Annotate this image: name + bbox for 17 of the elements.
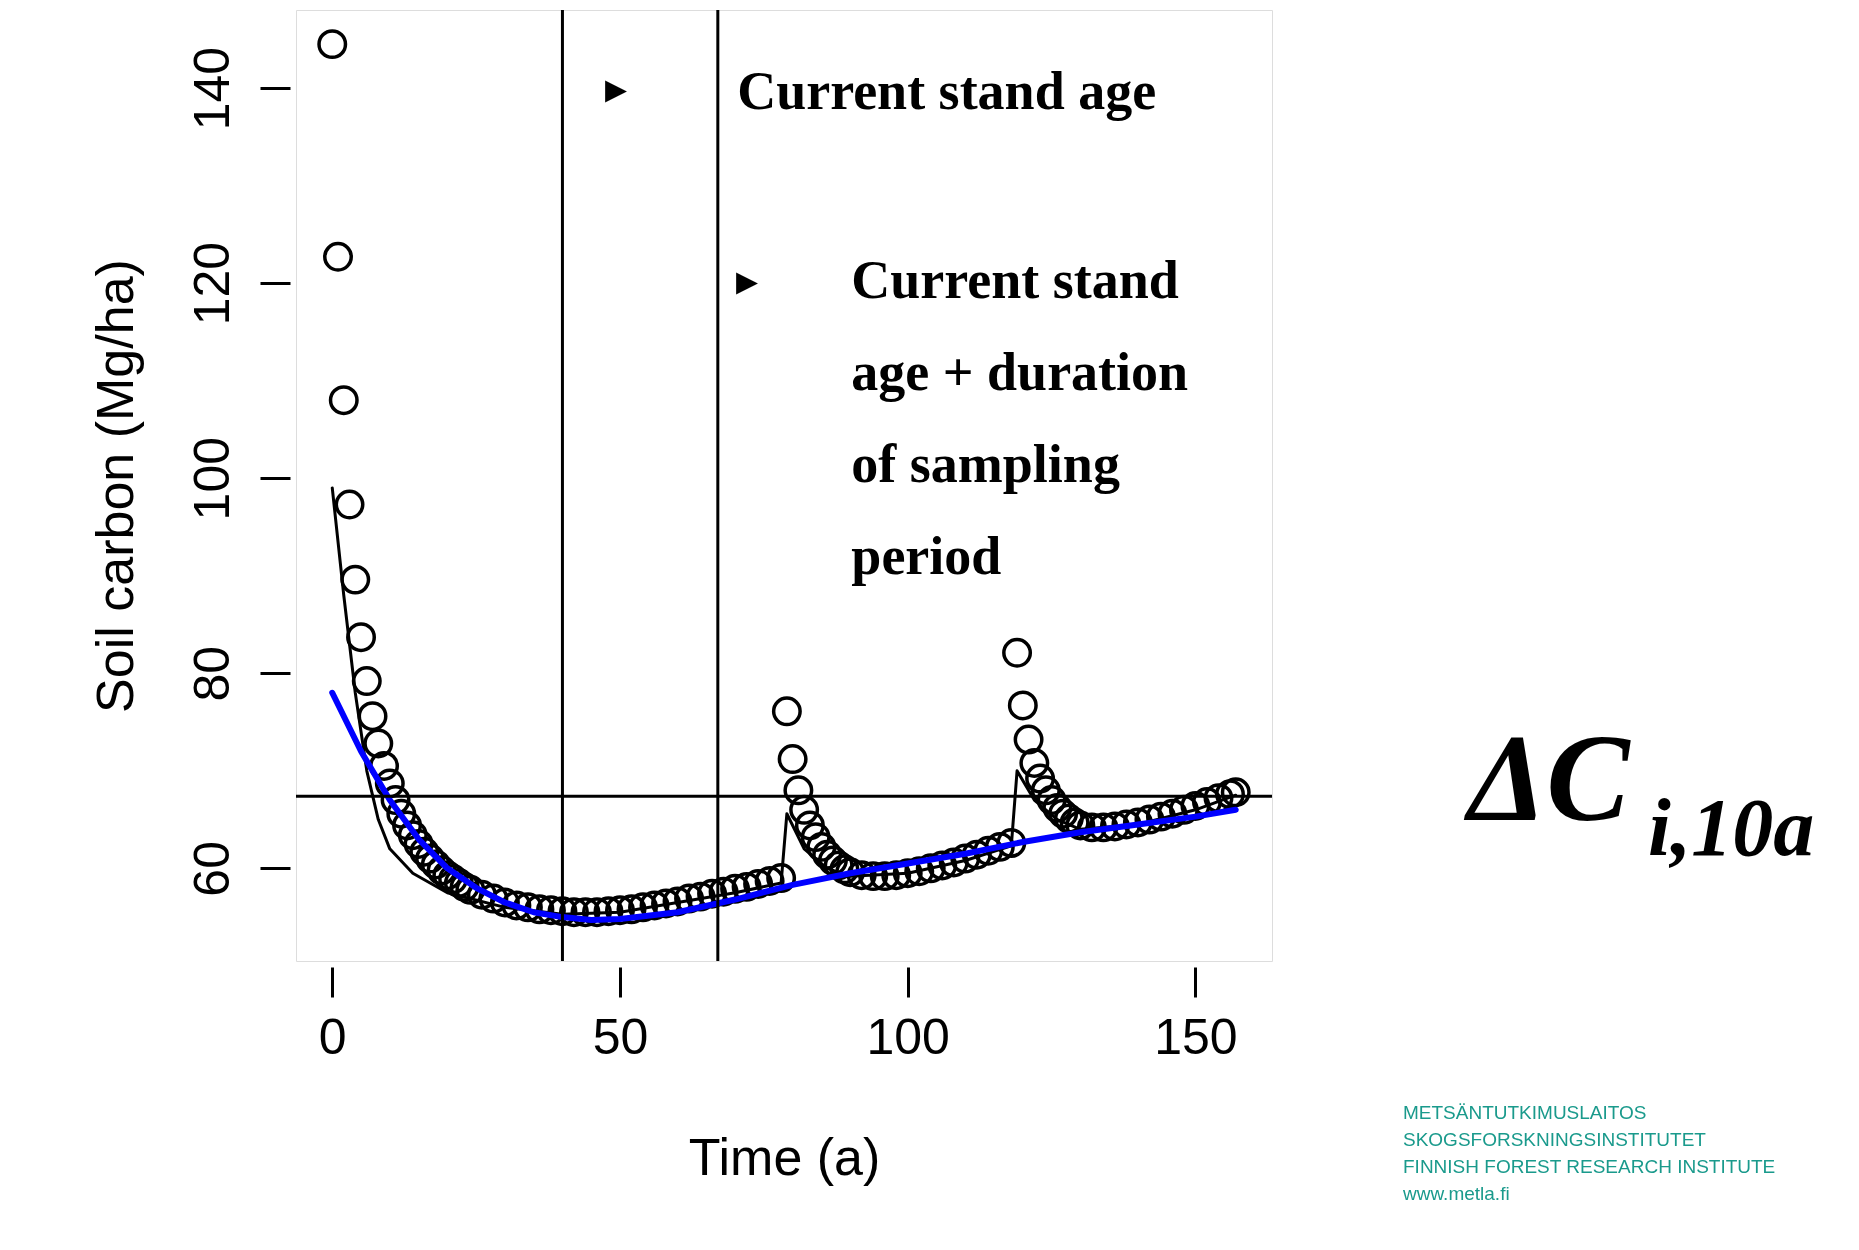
x-tick-label: 0 [318, 1008, 347, 1065]
y-axis-title: Soil carbon (Mg/ha) [85, 259, 144, 713]
x-tick-label: 50 [592, 1008, 649, 1065]
text: www.metla.fi [1402, 1183, 1510, 1204]
text: SKOGSFORSKNINGSINSTITUTET [1403, 1129, 1707, 1150]
y-tick-label: 60 [183, 841, 240, 897]
text: ▸ Current stand age [605, 60, 1157, 121]
text: ▸ Current stand age + duration of sampling period [736, 249, 1189, 586]
x-tick-label: 150 [1154, 1008, 1238, 1065]
text: METSÄNTUTKIMUSLAITOS [1403, 1102, 1647, 1123]
text: FINNISH FOREST RESEARCH INSTITUTE [1403, 1156, 1776, 1177]
y-tick-label: 120 [183, 241, 240, 326]
x-tick-label: 100 [866, 1008, 950, 1065]
y-tick-label: 140 [183, 46, 240, 131]
x-axis-title: Time (a) [688, 1127, 881, 1186]
y-tick-label: 100 [183, 436, 240, 521]
y-tick-label: 80 [183, 645, 240, 702]
